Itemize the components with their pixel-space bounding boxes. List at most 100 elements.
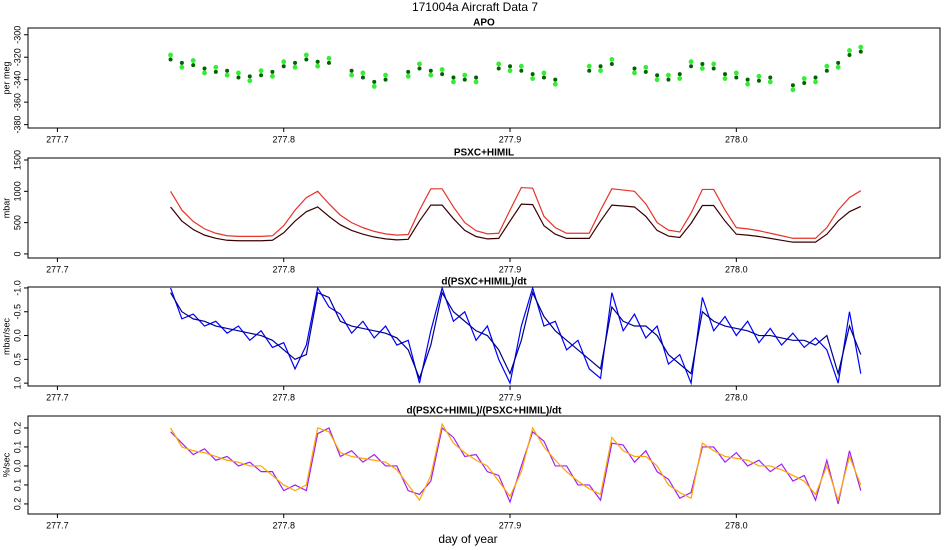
data-point (688, 59, 694, 65)
data-point (813, 79, 818, 85)
data-point (462, 77, 467, 82)
y-tick-label: 0.0 (12, 329, 22, 342)
data-point (315, 59, 320, 64)
y-tick-label: -340 (12, 71, 22, 89)
data-point (609, 57, 615, 62)
data-point (654, 77, 660, 83)
data-point (643, 69, 648, 74)
data-point (756, 78, 761, 83)
data-point (191, 63, 196, 68)
data-point (405, 73, 411, 79)
data-point (281, 64, 286, 69)
data-point (213, 64, 219, 70)
y-axis-label: per meg (1, 61, 11, 94)
data-point (270, 69, 275, 74)
series-line (170, 422, 862, 503)
y-tick-label: -360 (12, 93, 22, 111)
data-point (428, 68, 433, 73)
data-point (711, 61, 717, 67)
data-point (315, 63, 321, 69)
x-axis-label: day of year (438, 532, 497, 546)
x-tick-label: 277.8 (272, 264, 295, 274)
data-point (360, 75, 365, 80)
data-point (190, 58, 196, 63)
y-tick-label: 500 (12, 215, 22, 230)
data-point (462, 72, 468, 78)
data-point (202, 70, 207, 76)
panel-title: d(PSXC+HIMIL)/(PSXC+HIMIL)/dt (407, 406, 563, 417)
data-point (655, 73, 660, 78)
data-point (733, 70, 739, 76)
panel-title: d(PSXC+HIMIL)/dt (441, 277, 527, 288)
data-point (168, 52, 173, 58)
data-point (508, 64, 513, 69)
data-point (474, 75, 479, 80)
data-point (518, 63, 524, 69)
data-point (745, 77, 750, 82)
data-point (371, 84, 377, 89)
data-point (281, 59, 287, 65)
data-point (236, 75, 241, 80)
y-tick-label: 1.0 (12, 377, 22, 390)
y-tick-label: 0.2 (12, 498, 22, 511)
x-tick-label: 278.0 (725, 264, 748, 274)
plot-frame (27, 157, 941, 259)
data-point (722, 76, 728, 81)
data-point (224, 72, 230, 78)
data-point (349, 68, 354, 73)
data-point (349, 72, 355, 78)
data-point (417, 66, 422, 71)
data-point (213, 69, 218, 74)
y-tick-label: 1000 (12, 181, 22, 201)
data-point (756, 73, 762, 79)
series-line (170, 186, 862, 239)
data-point (179, 64, 185, 70)
data-point (598, 64, 603, 69)
y-tick-label: 1500 (12, 150, 22, 170)
data-point (292, 64, 298, 70)
x-tick-label: 277.9 (499, 392, 522, 402)
data-point (417, 61, 422, 67)
data-point (587, 68, 592, 73)
y-tick-label: -300 (12, 26, 22, 44)
data-point (699, 66, 705, 71)
data-point (202, 66, 207, 71)
x-tick-label: 277.9 (499, 134, 522, 144)
data-point (507, 68, 513, 74)
data-point (451, 75, 456, 80)
data-point (802, 81, 807, 86)
y-tick-label: 0 (12, 251, 22, 256)
data-point (677, 76, 683, 81)
data-point (258, 68, 264, 74)
data-point (586, 63, 592, 69)
data-point (259, 73, 264, 78)
data-point (179, 60, 184, 65)
x-tick-label: 277.9 (499, 264, 522, 274)
series-line (170, 203, 862, 243)
data-point (858, 49, 863, 54)
data-point (677, 72, 682, 77)
data-point (553, 77, 558, 82)
data-point (530, 72, 535, 77)
data-point (598, 68, 603, 74)
data-point (813, 75, 818, 80)
data-point (552, 81, 558, 87)
y-axis-label: mbar (1, 198, 11, 219)
data-point (541, 70, 547, 76)
data-point (632, 66, 637, 71)
data-point (440, 72, 445, 77)
x-tick-label: 277.8 (272, 392, 295, 402)
data-point (270, 73, 275, 79)
data-point (293, 60, 298, 65)
y-tick-label: 0.2 (12, 422, 22, 435)
data-point (304, 57, 309, 62)
data-point (824, 68, 829, 73)
y-tick-label: -0.5 (12, 304, 22, 320)
panel-title: APO (473, 18, 495, 29)
data-point (496, 66, 501, 71)
data-point (326, 60, 331, 65)
data-point (689, 64, 694, 69)
data-point (383, 72, 388, 78)
